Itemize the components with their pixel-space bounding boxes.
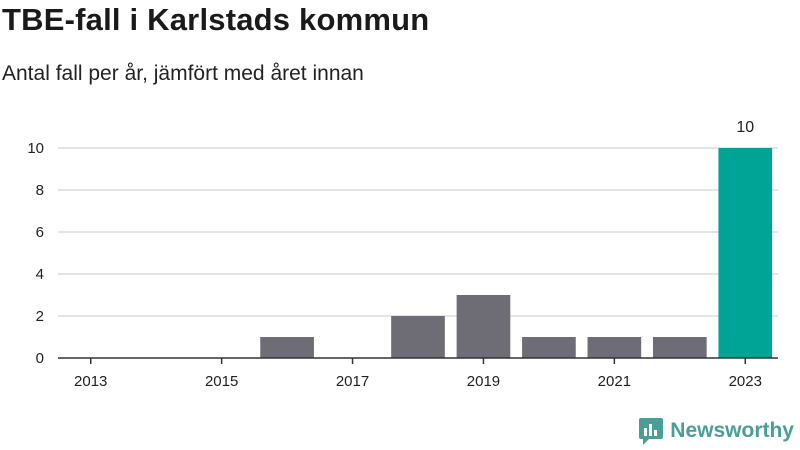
y-tick-label: 4 <box>36 266 44 283</box>
x-tick-label: 2013 <box>74 373 107 390</box>
chart-subtitle: Antal fall per år, jämfört med året inna… <box>2 62 364 85</box>
bar-2019 <box>456 295 511 358</box>
bar-2018 <box>391 316 445 358</box>
bar-2016 <box>260 337 314 358</box>
labels: 0 2 4 6 8 10 2013 2015 2017 2019 2021 2023 10 <box>27 119 762 390</box>
bars <box>260 148 773 358</box>
gridlines <box>58 147 778 317</box>
y-tick-label: 8 <box>36 182 44 199</box>
x-tick-label: 2019 <box>467 373 500 390</box>
y-tick-label: 6 <box>36 224 44 241</box>
brand-name: Newsworthy <box>670 419 794 442</box>
axes <box>58 357 778 364</box>
newsworthy-logo-icon <box>639 418 664 445</box>
x-tick-label: 2021 <box>598 373 631 390</box>
x-tick-label: 2015 <box>205 373 238 390</box>
bar-2021 <box>587 337 642 358</box>
bar-2020 <box>522 337 576 358</box>
bar-2022 <box>652 337 707 358</box>
chart-title: TBE-fall i Karlstads kommun <box>2 2 430 37</box>
y-tick-label: 0 <box>36 350 44 367</box>
bar-2023 <box>718 148 773 358</box>
y-tick-label: 2 <box>36 308 44 325</box>
x-tick-label: 2017 <box>336 373 369 390</box>
x-tick-label: 2023 <box>729 373 762 390</box>
brand-logo: Newsworthy <box>638 416 794 446</box>
data-label: 10 <box>736 119 754 136</box>
y-tick-label: 10 <box>27 140 44 157</box>
